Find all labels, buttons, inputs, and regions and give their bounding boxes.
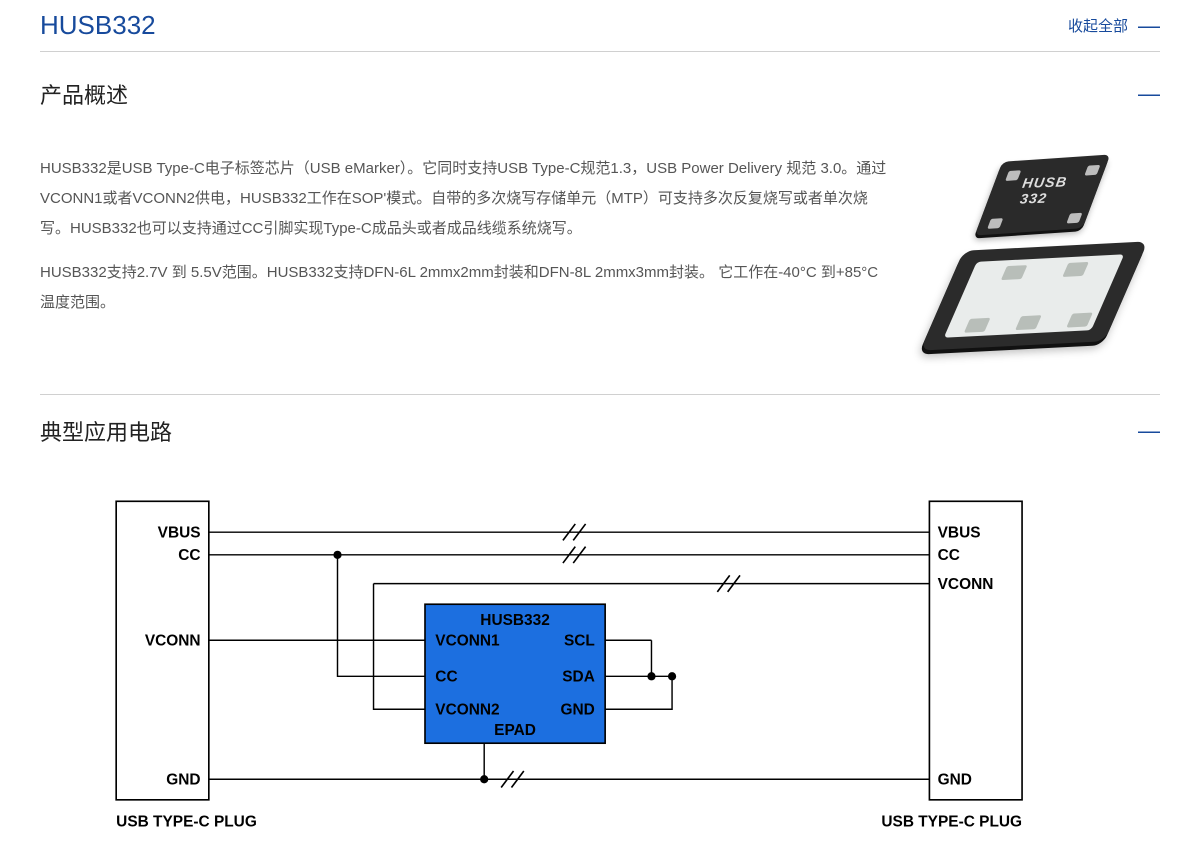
product-header: HUSB332 收起全部 —: [40, 10, 1160, 52]
chip-top-render: [975, 154, 1111, 235]
collapse-all-button[interactable]: 收起全部 —: [1068, 15, 1160, 37]
minus-icon: —: [1138, 15, 1160, 37]
svg-text:CC: CC: [435, 668, 457, 685]
svg-text:VCONN: VCONN: [938, 576, 994, 593]
chip-image: [920, 154, 1160, 354]
svg-text:GND: GND: [938, 771, 972, 788]
collapse-all-label: 收起全部: [1068, 15, 1128, 36]
product-title: HUSB332: [40, 10, 156, 41]
svg-text:SCL: SCL: [564, 632, 595, 649]
circuit-diagram: VBUS CC VCONN GND VBUS CC VCONN GND HUSB332 VCONN…: [40, 491, 1160, 841]
svg-text:VBUS: VBUS: [938, 524, 981, 541]
circuit-section-header[interactable]: 典型应用电路 —: [40, 405, 1160, 461]
svg-text:GND: GND: [166, 771, 200, 788]
overview-para-2: HUSB332支持2.7V 到 5.5V范围。HUSB332支持DFN-6L 2…: [40, 258, 890, 318]
minus-icon: —: [1138, 83, 1160, 105]
svg-text:EPAD: EPAD: [494, 722, 536, 739]
svg-text:USB TYPE-C PLUG: USB TYPE-C PLUG: [116, 814, 257, 831]
minus-icon: —: [1138, 420, 1160, 442]
circuit-title: 典型应用电路: [40, 415, 172, 447]
overview-section-header[interactable]: 产品概述 —: [40, 68, 1160, 124]
svg-text:SDA: SDA: [562, 668, 595, 685]
svg-text:CC: CC: [938, 547, 960, 564]
svg-text:USB TYPE-C PLUG: USB TYPE-C PLUG: [881, 814, 1022, 831]
svg-text:VCONN2: VCONN2: [435, 701, 499, 718]
chip-bottom-render: [920, 241, 1148, 350]
overview-text: HUSB332是USB Type-C电子标签芯片（USB eMarker）。它同…: [40, 154, 890, 354]
svg-text:HUSB332: HUSB332: [480, 612, 549, 629]
svg-text:VBUS: VBUS: [158, 524, 201, 541]
overview-title: 产品概述: [40, 78, 128, 110]
svg-text:CC: CC: [178, 547, 200, 564]
svg-text:VCONN1: VCONN1: [435, 632, 500, 649]
svg-text:VCONN: VCONN: [145, 632, 201, 649]
svg-text:GND: GND: [561, 701, 595, 718]
overview-body: HUSB332是USB Type-C电子标签芯片（USB eMarker）。它同…: [40, 124, 1160, 395]
circuit-svg: VBUS CC VCONN GND VBUS CC VCONN GND HUSB332 VCONN…: [40, 491, 1160, 841]
overview-para-1: HUSB332是USB Type-C电子标签芯片（USB eMarker）。它同…: [40, 154, 890, 244]
